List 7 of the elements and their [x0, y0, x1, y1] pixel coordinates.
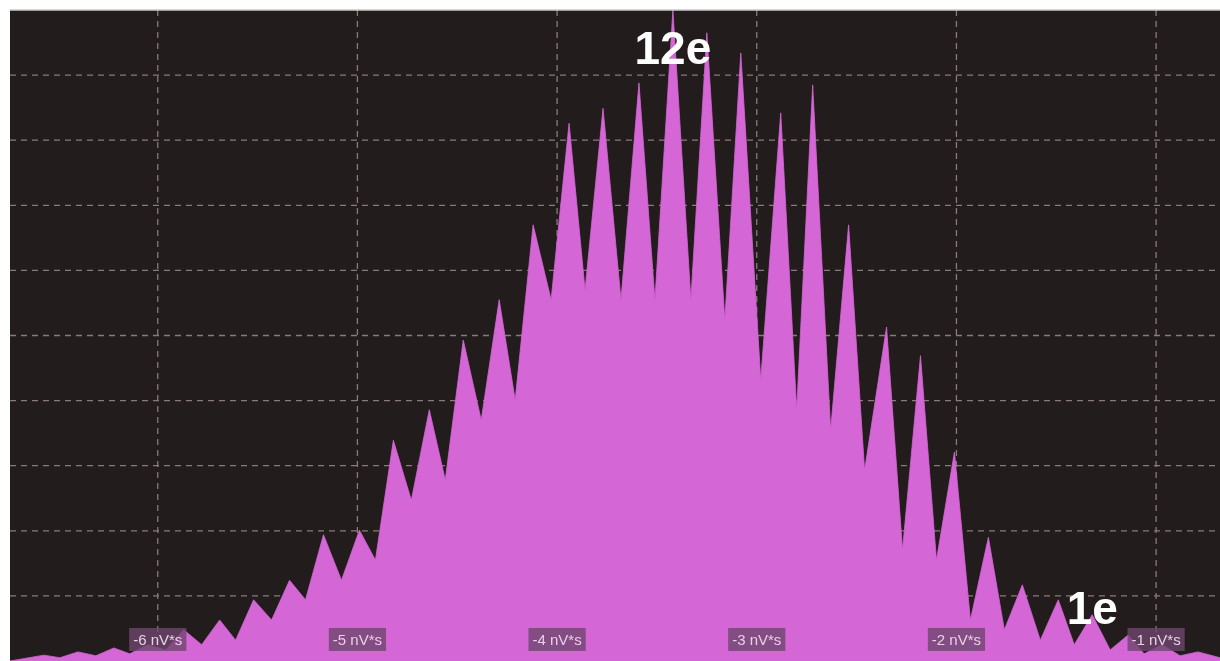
x-tick-label: -3 nV*s	[732, 630, 782, 648]
x-tick-label: -1 nV*s	[1131, 630, 1181, 648]
x-tick-label: -6 nV*s	[133, 630, 183, 648]
x-tick-label: -5 nV*s	[332, 630, 383, 648]
x-tick-label: -4 nV*s	[532, 630, 582, 648]
annotation: 1e	[1066, 582, 1118, 635]
x-tick-label: -2 nV*s	[931, 630, 982, 648]
